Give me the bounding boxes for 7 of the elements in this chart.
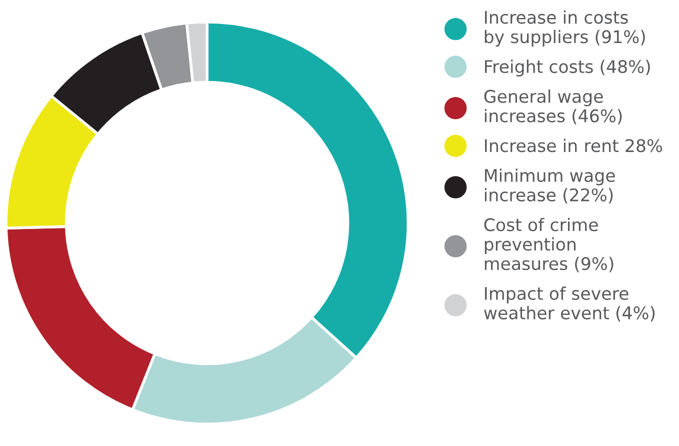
legend-label: Freight costs (48%) (485, 60, 650, 76)
legend-label: Cost of crime prevention measures (9%) (484, 218, 614, 272)
legend-label: Minimum wage increase (22%) (484, 168, 615, 204)
legend-label: General wage increases (46%) (484, 90, 622, 124)
legend-label: Impact of severe weather event (4%) (484, 286, 655, 322)
legend-label: Increase in costs by suppliers (91%) (484, 10, 645, 47)
legend-label: Increase in rent 28% (485, 138, 662, 152)
